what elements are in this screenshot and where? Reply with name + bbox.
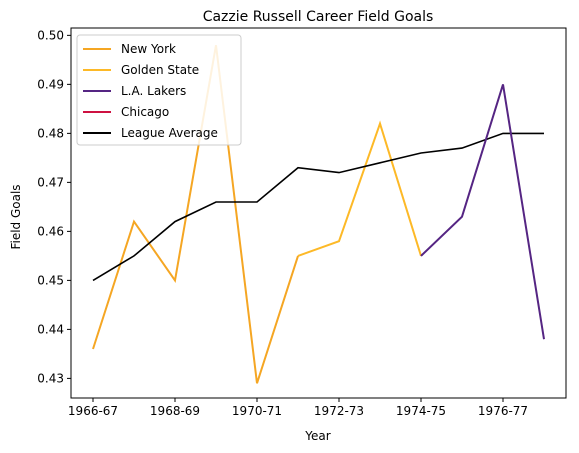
y-tick-label: 0.45 <box>37 273 64 287</box>
y-tick-label: 0.48 <box>37 126 64 140</box>
y-axis-label: Field Goals <box>9 184 23 249</box>
chart-title: Cazzie Russell Career Field Goals <box>203 9 434 25</box>
x-tick-label: 1976-77 <box>478 404 528 418</box>
series-line-golden-state <box>298 124 421 256</box>
y-tick-label: 0.43 <box>37 371 64 385</box>
legend-label-golden-state: Golden State <box>121 63 199 77</box>
legend-label-new-york: New York <box>121 42 176 56</box>
y-tick-label: 0.44 <box>37 322 64 336</box>
x-tick-label: 1972-73 <box>314 404 364 418</box>
series-line-l-a-lakers <box>421 84 544 339</box>
legend: New York Golden State L.A. Lakers Chicago Le… <box>77 35 241 145</box>
y-tick-label: 0.46 <box>37 224 64 238</box>
x-axis-label: Year <box>304 429 330 443</box>
y-tick-label: 0.50 <box>37 28 64 42</box>
y-tick-label: 0.47 <box>37 175 64 189</box>
legend-label-l-a-lakers: L.A. Lakers <box>121 84 186 98</box>
legend-label-league-average: League Average <box>121 126 218 140</box>
x-tick-label: 1966-67 <box>68 404 118 418</box>
y-tick-label: 0.49 <box>37 77 64 91</box>
x-tick-label: 1974-75 <box>396 404 446 418</box>
x-tick-label: 1970-71 <box>232 404 282 418</box>
x-tick-label: 1968-69 <box>150 404 200 418</box>
legend-label-chicago: Chicago <box>121 105 169 119</box>
